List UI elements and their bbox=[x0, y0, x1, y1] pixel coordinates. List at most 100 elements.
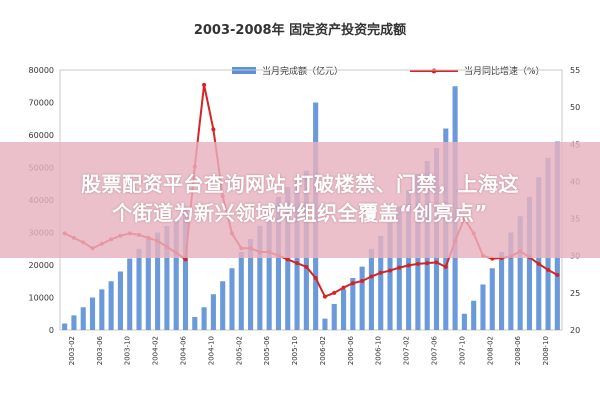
left-tick-label: 60000 bbox=[29, 131, 54, 140]
right-tick-label: 50 bbox=[570, 103, 580, 112]
bar bbox=[80, 307, 86, 330]
line-point bbox=[285, 257, 290, 262]
x-tick-label: 2007-02 bbox=[403, 336, 411, 365]
left-tick-label: 80000 bbox=[29, 66, 54, 75]
line-point bbox=[322, 294, 327, 299]
x-tick-label: 2004-02 bbox=[152, 336, 160, 365]
x-axis-ticks: 2003-02 2003-06 2003-10 2004-02 2004-06 2004-… bbox=[68, 335, 550, 365]
line-point bbox=[434, 260, 439, 265]
x-tick-label: 2006-10 bbox=[375, 336, 383, 365]
line-point bbox=[350, 281, 355, 286]
line-point bbox=[313, 276, 318, 280]
chart-legend: 当月完成额（亿元） 当月同比增速（%） bbox=[232, 65, 545, 77]
bar bbox=[238, 252, 244, 330]
left-tick-label: 20000 bbox=[29, 261, 54, 270]
bar bbox=[340, 289, 347, 330]
x-tick-label: 2003-02 bbox=[68, 336, 76, 365]
x-tick-label: 2005-06 bbox=[263, 335, 271, 365]
headline-line-2[interactable]: 个街道为新兴领域党组织全覆盖“创亮点” bbox=[112, 201, 488, 225]
bar bbox=[210, 294, 216, 330]
headline-line-1[interactable]: 股票配资平台查询网站 打破楼禁、门禁，上海这 bbox=[81, 172, 519, 196]
bar bbox=[275, 196, 282, 330]
bar bbox=[155, 232, 161, 330]
line-point bbox=[397, 265, 402, 270]
bar bbox=[71, 315, 77, 330]
bar bbox=[368, 248, 374, 330]
bar bbox=[471, 300, 477, 330]
bar bbox=[89, 297, 96, 330]
line-point bbox=[415, 261, 420, 266]
bar bbox=[127, 258, 133, 330]
line-point bbox=[332, 290, 337, 295]
line-point bbox=[425, 261, 430, 266]
bar bbox=[62, 323, 68, 330]
x-tick-label: 2004-10 bbox=[207, 336, 215, 365]
legend-line-marker bbox=[431, 68, 437, 74]
bar bbox=[192, 317, 198, 330]
line-point bbox=[378, 270, 383, 275]
bar bbox=[136, 248, 142, 330]
bar bbox=[266, 213, 272, 330]
bar bbox=[248, 239, 254, 330]
bar bbox=[173, 219, 179, 330]
legend-line-label: 当月同比增速（%） bbox=[464, 65, 545, 77]
bar bbox=[201, 307, 207, 330]
line-point bbox=[295, 261, 300, 266]
line-point bbox=[443, 264, 448, 269]
bar bbox=[117, 271, 123, 330]
line-point bbox=[406, 263, 411, 268]
bar bbox=[359, 266, 365, 330]
bar bbox=[461, 313, 467, 330]
line-point bbox=[536, 261, 541, 266]
left-tick-label: 10000 bbox=[29, 294, 54, 303]
bar bbox=[257, 226, 263, 330]
line-point bbox=[360, 278, 365, 283]
line-point bbox=[211, 127, 216, 132]
left-tick-label: 70000 bbox=[29, 99, 54, 108]
right-tick-label: 55 bbox=[570, 66, 580, 75]
bar bbox=[517, 216, 523, 330]
bar bbox=[331, 304, 337, 330]
x-tick-label: 2008-06 bbox=[514, 335, 522, 365]
bar bbox=[108, 281, 114, 330]
bar bbox=[99, 289, 105, 330]
x-tick-label: 2007-10 bbox=[458, 336, 466, 365]
line-point bbox=[555, 273, 560, 278]
x-tick-label: 2003-06 bbox=[96, 335, 104, 365]
x-tick-label: 2005-10 bbox=[291, 336, 299, 365]
line-point bbox=[369, 274, 374, 279]
bar bbox=[220, 281, 226, 330]
bar bbox=[229, 268, 235, 330]
bar bbox=[406, 190, 412, 330]
bar bbox=[387, 222, 393, 330]
x-tick-label: 2007-06 bbox=[431, 335, 439, 365]
x-tick-label: 2003-10 bbox=[124, 336, 132, 365]
bar bbox=[499, 252, 505, 330]
line-point bbox=[202, 82, 207, 87]
x-tick-label: 2006-06 bbox=[347, 335, 355, 365]
bar bbox=[182, 206, 189, 330]
bar bbox=[508, 232, 514, 330]
line-point bbox=[183, 257, 188, 262]
right-tick-label: 20 bbox=[570, 326, 580, 335]
headline-banner bbox=[0, 142, 600, 258]
x-tick-label: 2008-10 bbox=[542, 336, 550, 365]
right-tick-label: 25 bbox=[570, 289, 580, 298]
bar bbox=[350, 278, 356, 330]
chart-title: 2003-2008年 固定资产投资完成额 bbox=[194, 22, 406, 38]
x-tick-label: 2006-02 bbox=[319, 336, 327, 365]
bar bbox=[480, 284, 486, 330]
left-tick-label: 0 bbox=[49, 326, 54, 335]
line-point bbox=[546, 267, 551, 272]
bar bbox=[322, 318, 328, 330]
line-point bbox=[341, 285, 346, 290]
x-tick-label: 2008-02 bbox=[486, 336, 494, 365]
line-point bbox=[388, 268, 393, 273]
bar bbox=[489, 268, 495, 330]
x-tick-label: 2004-06 bbox=[180, 335, 188, 365]
bar bbox=[378, 235, 384, 330]
line-point bbox=[304, 264, 309, 269]
legend-bar-label: 当月完成额（亿元） bbox=[262, 65, 343, 77]
bar bbox=[145, 239, 151, 330]
bar bbox=[526, 196, 533, 330]
